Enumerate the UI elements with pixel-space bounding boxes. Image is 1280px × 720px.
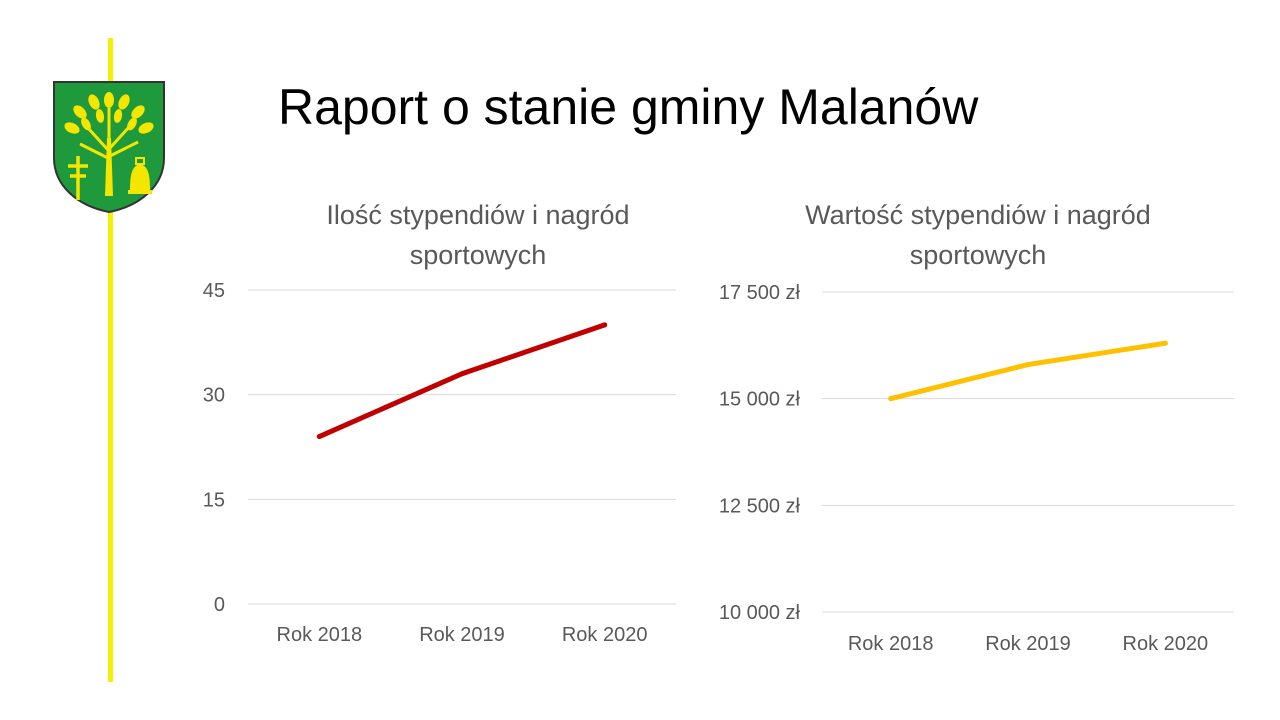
x-tick-label: Rok 2019	[419, 624, 505, 646]
data-point	[1162, 340, 1168, 346]
data-point	[459, 371, 465, 377]
x-tick-label: Rok 2020	[562, 624, 648, 646]
y-tick-label: 45	[203, 280, 225, 302]
y-tick-label: 15	[203, 489, 225, 511]
accent-vertical-line	[108, 38, 113, 682]
chart-title-scholarship-value: Wartość stypendiów i nagród sportowych	[718, 195, 1238, 275]
chart-title-line: sportowych	[409, 240, 547, 270]
data-point	[316, 434, 322, 440]
y-tick-label: 17 500 zł	[719, 282, 801, 304]
data-point	[1025, 362, 1031, 368]
x-tick-label: Rok 2019	[985, 633, 1071, 655]
coat-of-arms-icon	[53, 81, 165, 214]
y-tick-label: 12 500 zł	[719, 495, 801, 517]
series-line	[316, 322, 608, 440]
data-point	[602, 322, 608, 328]
chart-title-line: Wartość stypendiów i nagród	[805, 200, 1151, 230]
chart-title-line: Ilość stypendiów i nagród	[326, 200, 630, 230]
page-title: Raport o stanie gminy Malanów	[278, 79, 979, 135]
y-tick-label: 30	[203, 385, 225, 407]
x-tick-label: Rok 2018	[848, 633, 934, 655]
series-line	[888, 340, 1168, 402]
x-tick-label: Rok 2018	[277, 624, 363, 646]
y-tick-label: 15 000 zł	[719, 389, 801, 411]
y-tick-label: 0	[214, 594, 225, 616]
chart-title-line: sportowych	[909, 240, 1047, 270]
x-tick-label: Rok 2020	[1123, 633, 1209, 655]
y-tick-label: 10 000 zł	[719, 602, 801, 624]
data-point	[888, 396, 894, 402]
chart-title-scholarship-count: Ilość stypendiów i nagród sportowych	[218, 195, 738, 275]
